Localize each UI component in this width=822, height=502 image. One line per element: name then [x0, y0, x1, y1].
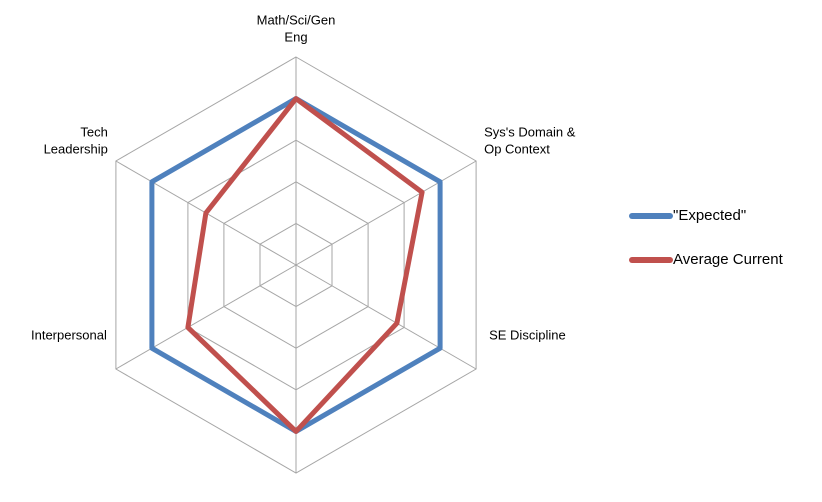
category-label: Op Context: [484, 141, 550, 156]
category-labels: Math/Sci/Gen Eng Sys's Domain & Op Context S…: [31, 12, 576, 342]
category-label: Leadership: [44, 141, 108, 156]
category-label: Sys's Domain &: [484, 124, 576, 139]
series-line-1: [185, 96, 425, 434]
legend: "Expected" Average Current: [629, 207, 784, 268]
category-label: Interpersonal: [31, 327, 107, 342]
category-label: Math/Sci/Gen: [257, 12, 336, 27]
category-label: Tech: [80, 124, 107, 139]
legend-label: Average Current: [673, 251, 784, 268]
radar-series: [149, 96, 443, 434]
grid-spoke: [295, 264, 477, 370]
category-label: Eng: [284, 29, 307, 44]
grid-spoke: [295, 160, 477, 266]
legend-label: "Expected": [673, 207, 746, 224]
grid-spoke: [115, 264, 297, 370]
radar-grid: [115, 56, 477, 474]
category-label: SE Discipline: [489, 327, 566, 342]
